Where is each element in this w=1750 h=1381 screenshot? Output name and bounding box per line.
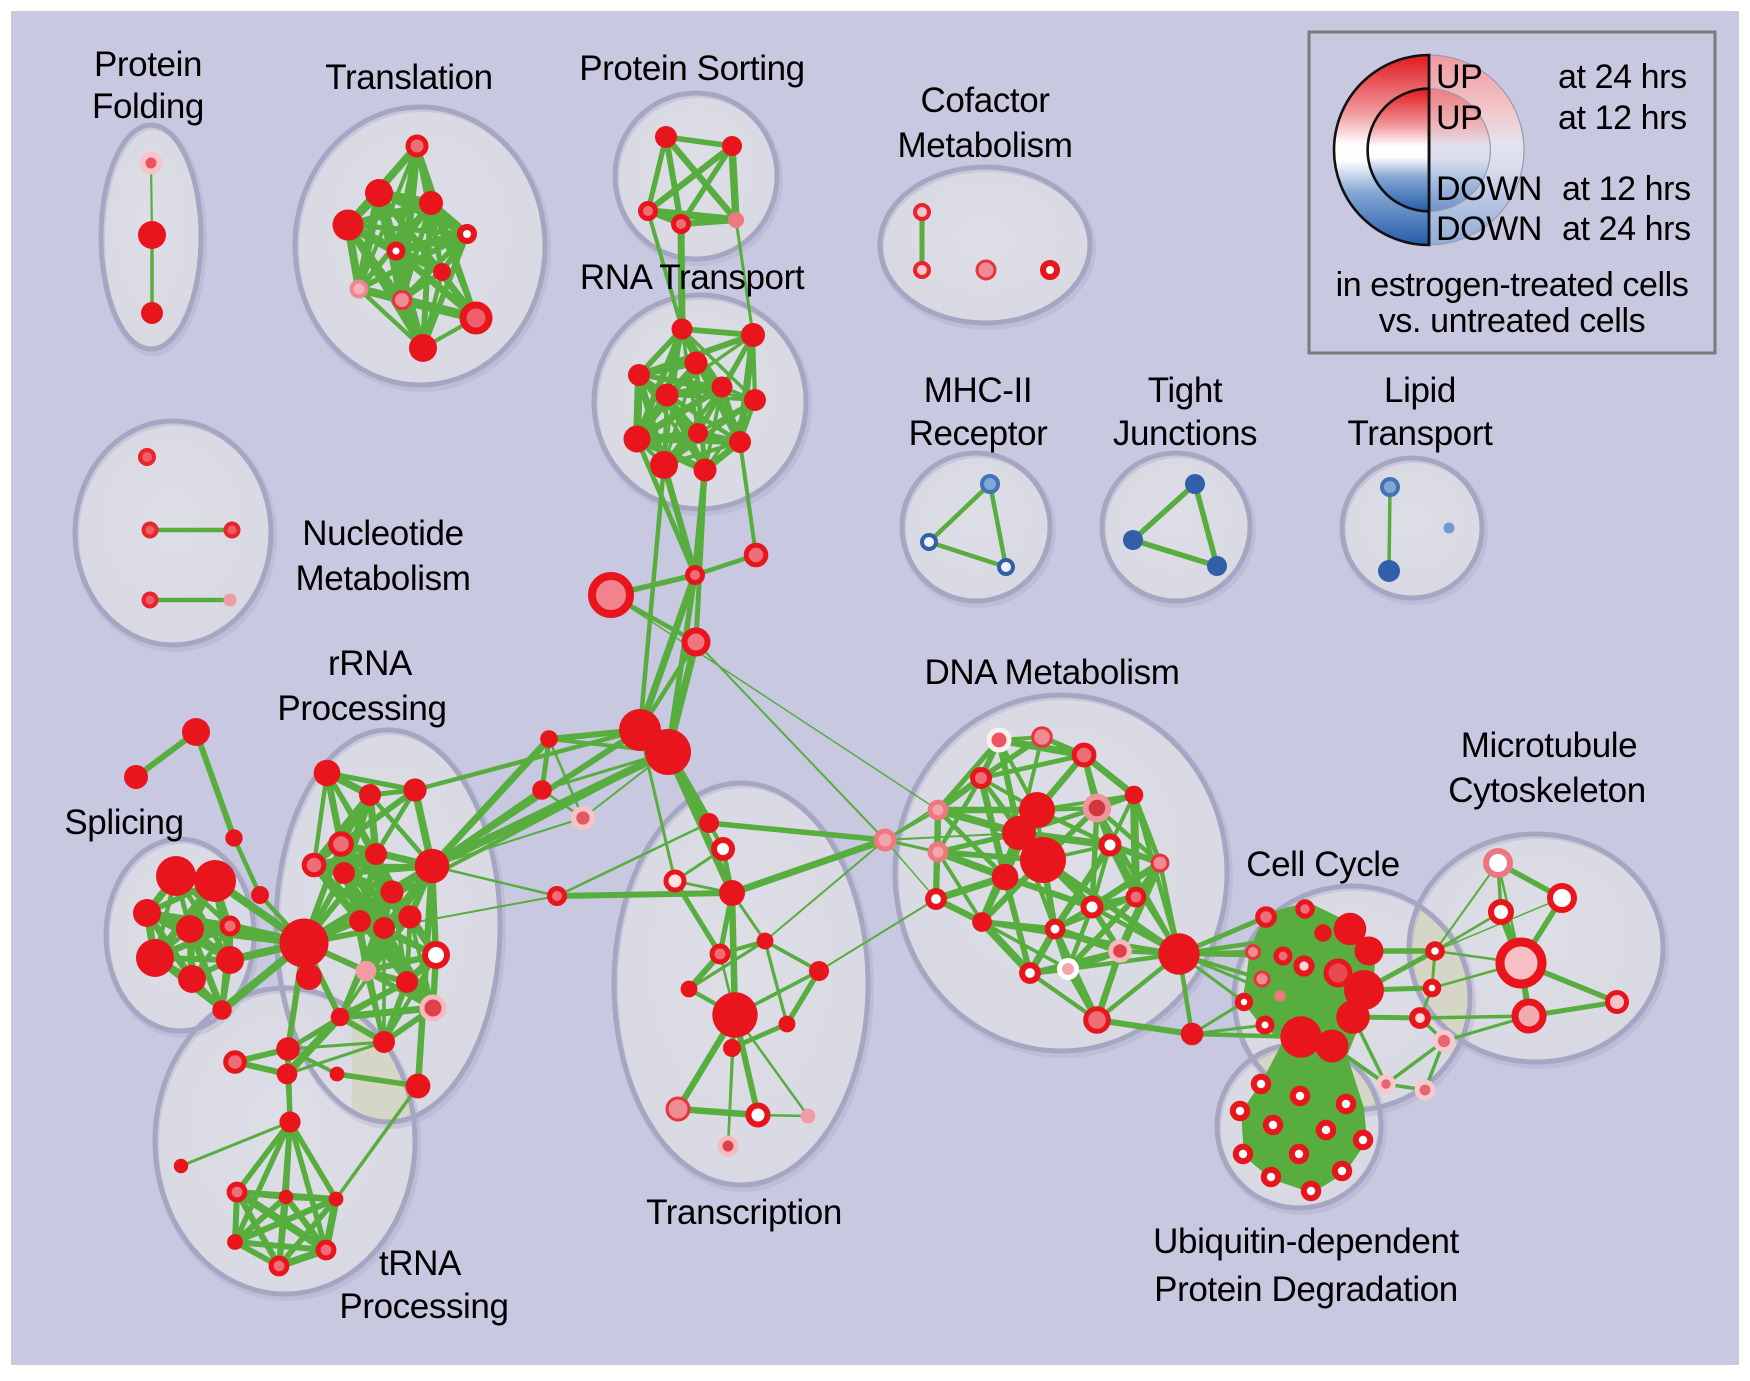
- svg-text:Processing: Processing: [339, 1287, 508, 1326]
- svg-text:vs. untreated cells: vs. untreated cells: [1379, 302, 1645, 340]
- svg-text:RNA Transport: RNA Transport: [580, 258, 805, 297]
- svg-text:Transcription: Transcription: [646, 1193, 842, 1232]
- svg-text:at 24 hrs: at 24 hrs: [1558, 58, 1687, 96]
- svg-text:Protein: Protein: [94, 45, 202, 84]
- svg-text:Cell Cycle: Cell Cycle: [1246, 845, 1400, 884]
- svg-text:Processing: Processing: [277, 689, 446, 728]
- svg-text:Metabolism: Metabolism: [296, 559, 471, 598]
- svg-text:DOWN: DOWN: [1436, 170, 1542, 208]
- svg-text:MHC-II: MHC-II: [924, 371, 1032, 410]
- svg-text:Folding: Folding: [92, 87, 204, 126]
- svg-text:Receptor: Receptor: [909, 414, 1049, 453]
- svg-text:Ubiquitin-dependent: Ubiquitin-dependent: [1153, 1222, 1459, 1261]
- svg-text:Translation: Translation: [325, 58, 492, 97]
- svg-text:DOWN: DOWN: [1436, 210, 1542, 248]
- svg-text:rRNA: rRNA: [328, 644, 413, 683]
- svg-text:DNA Metabolism: DNA Metabolism: [924, 653, 1179, 692]
- svg-text:Protein Degradation: Protein Degradation: [1154, 1270, 1458, 1309]
- svg-text:UP: UP: [1436, 99, 1482, 137]
- svg-text:Tight: Tight: [1148, 371, 1223, 410]
- svg-text:Lipid: Lipid: [1384, 371, 1456, 410]
- svg-text:Junctions: Junctions: [1113, 414, 1257, 453]
- svg-text:tRNA: tRNA: [379, 1244, 462, 1283]
- svg-text:Cofactor: Cofactor: [920, 81, 1050, 120]
- svg-text:Protein Sorting: Protein Sorting: [579, 49, 805, 88]
- svg-text:in estrogen-treated cells: in estrogen-treated cells: [1336, 266, 1689, 304]
- svg-text:UP: UP: [1436, 58, 1482, 96]
- svg-text:at 12 hrs: at 12 hrs: [1562, 170, 1691, 208]
- svg-text:Metabolism: Metabolism: [898, 126, 1073, 165]
- svg-text:Cytoskeleton: Cytoskeleton: [1448, 771, 1646, 810]
- svg-text:Transport: Transport: [1348, 414, 1494, 453]
- svg-text:at 24 hrs: at 24 hrs: [1562, 210, 1691, 248]
- svg-text:Splicing: Splicing: [64, 803, 183, 842]
- svg-text:Microtubule: Microtubule: [1461, 726, 1638, 765]
- svg-text:at 12 hrs: at 12 hrs: [1558, 99, 1687, 137]
- svg-text:Nucleotide: Nucleotide: [302, 514, 463, 553]
